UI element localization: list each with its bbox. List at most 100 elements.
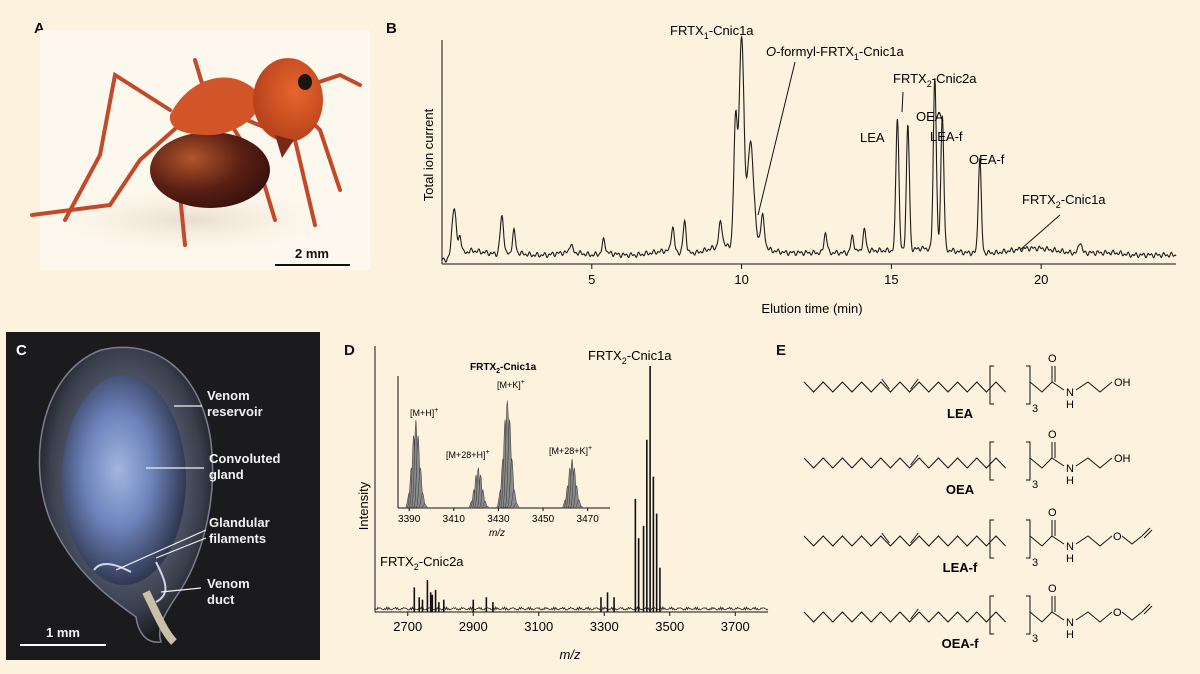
inset-peak [483, 505, 491, 509]
inset-xlabel: m/z [489, 528, 505, 539]
spectrum-axes [374, 346, 768, 613]
ant-head [253, 58, 323, 142]
annot-leader-frtx2-cnic1a [1019, 214, 1061, 251]
formyl-group [1121, 535, 1143, 545]
amide-hydrogen: H [1066, 475, 1074, 487]
label-glandular-filaments-1: Glandular [209, 515, 270, 530]
label-venom-duct-1: Venom [207, 576, 250, 591]
ester-oxygen: O [1113, 607, 1122, 619]
double-bond [881, 532, 890, 544]
annot-frtx2-cnic2a: FRTX2-Cnic2a [893, 71, 977, 89]
repeat-count: 3 [1032, 403, 1038, 415]
spectrum-tick-label: 2700 [393, 619, 422, 634]
amide-bond [1029, 381, 1053, 393]
inset-peak-cluster [561, 459, 585, 509]
amide-hydrogen: H [1066, 399, 1074, 411]
spectrum-peaks [374, 366, 769, 612]
inset-peaks [405, 400, 585, 509]
inset-peak [420, 503, 429, 509]
venom-duct-shape [142, 590, 177, 645]
inset-tick-label: 3390 [398, 514, 421, 525]
chromatogram-tick-label: 20 [1034, 272, 1048, 287]
label-convoluted-gland-1: Convoluted [209, 451, 281, 466]
chromatogram-tick-label: 5 [588, 272, 595, 287]
spectrum-tick-label: 3300 [590, 619, 619, 634]
ethanol-chain [1075, 535, 1113, 547]
structure-oea-f: 3 O NH O OEA-f [803, 583, 1153, 651]
amide-nitrogen: N [1066, 463, 1074, 475]
repeat-bracket-right [1026, 365, 1031, 405]
formyl-group [1121, 611, 1143, 621]
panel-letter-b: B [386, 20, 397, 37]
amide-bond [1029, 535, 1053, 547]
label-venom-duct-2: duct [207, 592, 235, 607]
amide-nitrogen: N [1066, 617, 1074, 629]
ant-thorax [169, 77, 261, 135]
structure-lea-f: 3 O NH O LEA-f [803, 507, 1153, 575]
inset-peak-cluster [496, 400, 521, 509]
structure-oea: 3 O NH OH OEA [803, 429, 1131, 497]
label-venom-reservoir-1: Venom [207, 388, 250, 403]
panel-letter-e: E [776, 342, 787, 359]
chromatogram-xlabel: Elution time (min) [761, 301, 862, 316]
molecule-name: LEA [947, 406, 974, 421]
annot-d-frtx2-cnic1a: FRTX2-Cnic1a [588, 348, 672, 366]
chromatogram-tick-label: 15 [884, 272, 898, 287]
inset-ticks: 3390 3410 3430 3450 3470 [398, 508, 599, 525]
inset-tick-label: 3430 [487, 514, 510, 525]
spectrum-tick-label: 3500 [655, 619, 684, 634]
double-bond [910, 608, 919, 620]
label-venom-reservoir-2: reservoir [207, 404, 263, 419]
label-convoluted-gland-2: gland [209, 467, 244, 482]
inset-label-mh: [M+H]+ [410, 407, 438, 418]
venom-gland-photo: Venom reservoir Convoluted gland Glandul… [6, 332, 320, 660]
annot-oea-f: OEA-f [969, 152, 1005, 167]
hydroxyl-group: OH [1114, 453, 1131, 465]
repeat-count: 3 [1032, 479, 1038, 491]
spectrum-tick-label: 3700 [721, 619, 750, 634]
inset-peak [511, 503, 521, 509]
amide-hydrogen: H [1066, 629, 1074, 641]
repeat-count: 3 [1032, 557, 1038, 569]
molecule-name: OEA-f [942, 636, 980, 651]
double-bond [910, 532, 919, 544]
annot-oea: OEA [916, 109, 944, 124]
repeat-bracket-right [1026, 519, 1031, 559]
carbonyl-oxygen: O [1048, 353, 1057, 365]
spectrum-tick-label: 3100 [524, 619, 553, 634]
repeat-bracket-left [989, 519, 994, 559]
annot-frtx2-cnic1a: FRTX2-Cnic1a [1022, 192, 1106, 210]
chromatogram-ylabel: Total ion current [421, 108, 436, 201]
inset-peak-cluster [405, 420, 429, 509]
annot-lea-f: LEA-f [930, 129, 963, 144]
convoluted-gland-shape [62, 375, 186, 585]
ant-eye [298, 74, 312, 90]
chromatogram-ticks: 5 10 15 20 [588, 264, 1048, 287]
annot-d-frtx2-cnic2a: FRTX2-Cnic2a [380, 554, 464, 572]
carbonyl-oxygen: O [1048, 507, 1057, 519]
inset-peak [577, 505, 585, 509]
double-bond [881, 378, 890, 390]
spectrum-inset: 3390 3410 3430 3450 3470 m/z FRTX2-Cnic1a [M… [397, 362, 610, 539]
inset-label-mk: [M+K]+ [497, 379, 525, 390]
panel-letter-a: A [34, 20, 45, 37]
carbon-chain [803, 611, 1006, 623]
repeat-bracket-left [989, 595, 994, 635]
chromatogram-trace [441, 36, 1177, 263]
repeat-bracket-left [989, 441, 994, 481]
chromatogram-chart: 5 10 15 20 Elution time (min) Total ion cur… [421, 23, 1177, 316]
double-bond [910, 378, 919, 390]
carbon-chain [803, 457, 1006, 469]
scale-label-c: 1 mm [46, 625, 80, 640]
chromatogram-annotations: FRTX1-Cnic1a O-formyl-FRTX1-Cnic1a FRTX2… [670, 23, 1106, 251]
ant-illustration: 2 mm [30, 30, 370, 270]
repeat-count: 3 [1032, 633, 1038, 645]
hydroxyl-group: OH [1114, 377, 1131, 389]
spectrum-ylabel: Intensity [356, 481, 371, 530]
panel-letter-d: D [344, 342, 355, 359]
inset-label-m28k: [M+28+K]+ [549, 445, 592, 456]
carbon-chain [803, 535, 1006, 547]
spectrum-xlabel: m/z [560, 647, 581, 662]
spectrum-noise [374, 605, 769, 612]
